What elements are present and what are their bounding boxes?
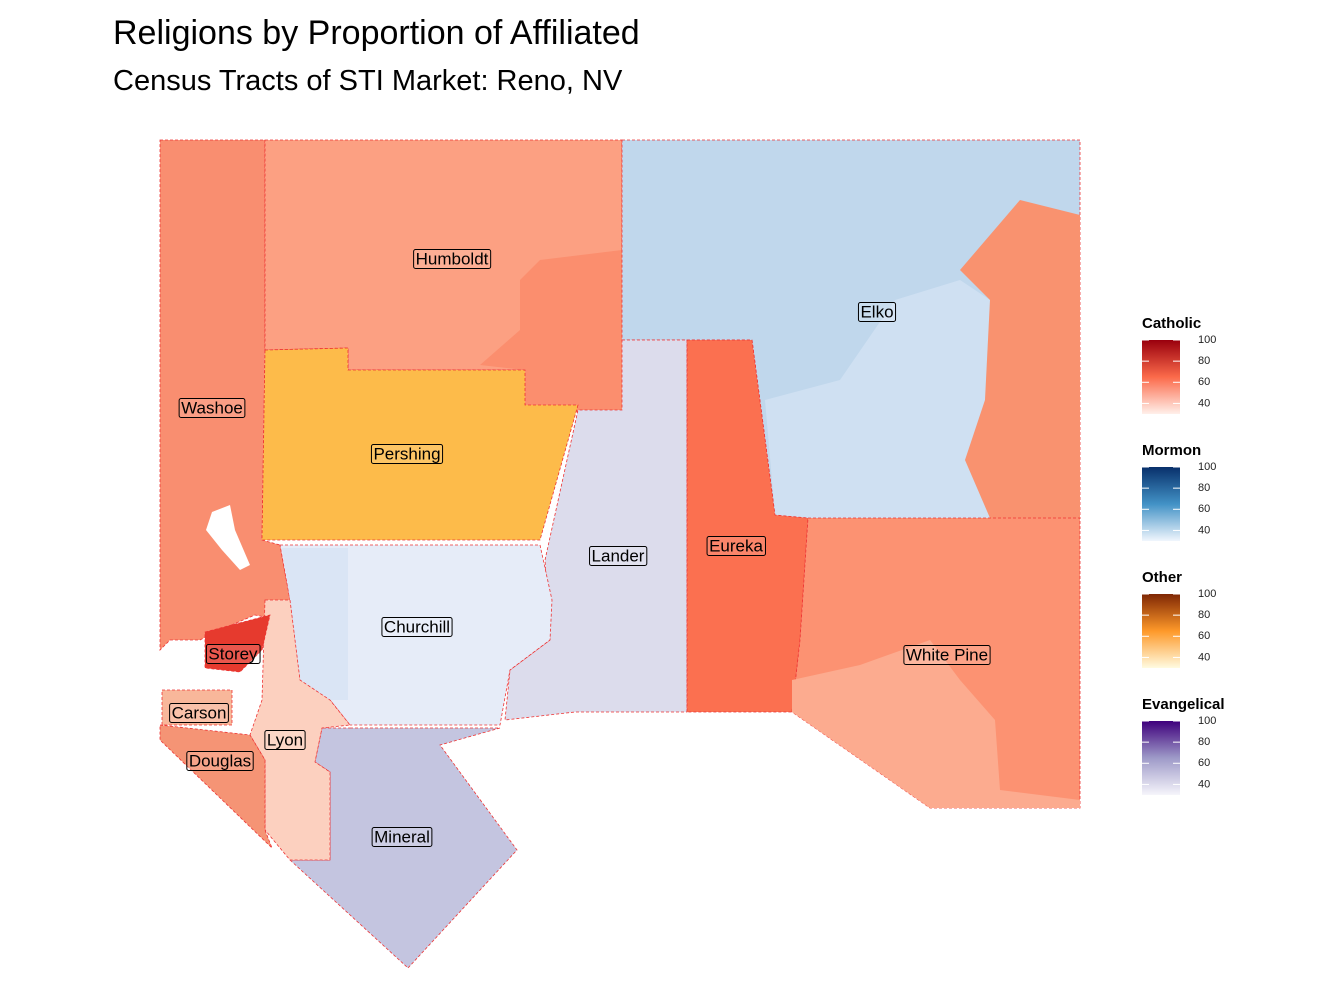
legend-tick-label: 100 [1198, 461, 1216, 473]
tract-shape [792, 640, 1080, 808]
legend-tick-label: 80 [1198, 482, 1210, 494]
tract-shape [765, 280, 990, 518]
title: Religions by Proportion of Affiliated [113, 14, 640, 52]
label-box [370, 443, 444, 464]
legend-colorbar [1142, 721, 1180, 795]
label-box [169, 702, 229, 723]
legend-tick-label: 40 [1198, 397, 1210, 409]
legend-tick-label: 80 [1198, 355, 1210, 367]
legend-tick-label: 80 [1198, 609, 1210, 621]
legend-colorbar [1142, 467, 1180, 541]
county-label: Pershing [373, 444, 440, 463]
legend-title: Other [1142, 569, 1182, 586]
legend-title: Evangelical [1142, 696, 1225, 713]
legend-colorbar [1142, 594, 1180, 668]
tract-shape [960, 200, 1080, 518]
legend-title: Mormon [1142, 442, 1201, 459]
label-box [413, 248, 492, 269]
county-shape [161, 689, 233, 726]
legend-title: Catholic [1142, 315, 1201, 332]
legend-tick-label: 40 [1198, 524, 1210, 536]
county-label: White Pine [906, 645, 988, 664]
legend-tick-label: 80 [1198, 736, 1210, 748]
label-box [186, 750, 254, 771]
legend-tick-label: 60 [1198, 757, 1210, 769]
legend-tick-label: 100 [1198, 588, 1216, 600]
county-label: Eureka [709, 536, 763, 555]
legend-colorbar [1142, 340, 1180, 414]
label-box [589, 545, 648, 566]
label-box [381, 616, 453, 637]
county-shape [288, 727, 518, 969]
legend-tick-label: 60 [1198, 376, 1210, 388]
map-labels: Humboldt Elko Washoe Pershing Lander Eur… [169, 248, 991, 847]
label-box [205, 643, 261, 664]
county-label: Washoe [181, 398, 243, 417]
label-box [178, 397, 246, 418]
county-shape [159, 724, 273, 849]
county-label: Douglas [189, 751, 251, 770]
label-box [371, 826, 433, 847]
subtitle: Census Tracts of STI Market: Reno, NV [113, 65, 623, 97]
county-label: Humboldt [416, 249, 489, 268]
county-label: Carson [172, 703, 227, 722]
county-label: Mineral [374, 827, 430, 846]
legend-tick-label: 40 [1198, 778, 1210, 790]
label-box [857, 301, 897, 322]
county-label: Lyon [267, 730, 303, 749]
legends: Catholic 40 60 80 100 Mormon 40 60 80 100 Other 40 6… [1142, 315, 1225, 795]
county-shape [204, 614, 271, 673]
legend-tick-label: 100 [1198, 334, 1216, 346]
legend-tick-label: 60 [1198, 503, 1210, 515]
map [159, 139, 1081, 969]
label-box [903, 644, 991, 665]
county-label: Churchill [384, 617, 450, 636]
legend-tick-label: 40 [1198, 651, 1210, 663]
lake [206, 505, 250, 570]
label-box [706, 535, 766, 556]
tract-shape [282, 548, 348, 700]
label-box [264, 729, 306, 750]
county-label: Storey [208, 644, 258, 663]
legend-tick-label: 100 [1198, 715, 1216, 727]
county-label: Lander [592, 546, 645, 565]
county-label: Elko [860, 302, 893, 321]
legend-tick-label: 60 [1198, 630, 1210, 642]
tract-shape [480, 250, 622, 412]
